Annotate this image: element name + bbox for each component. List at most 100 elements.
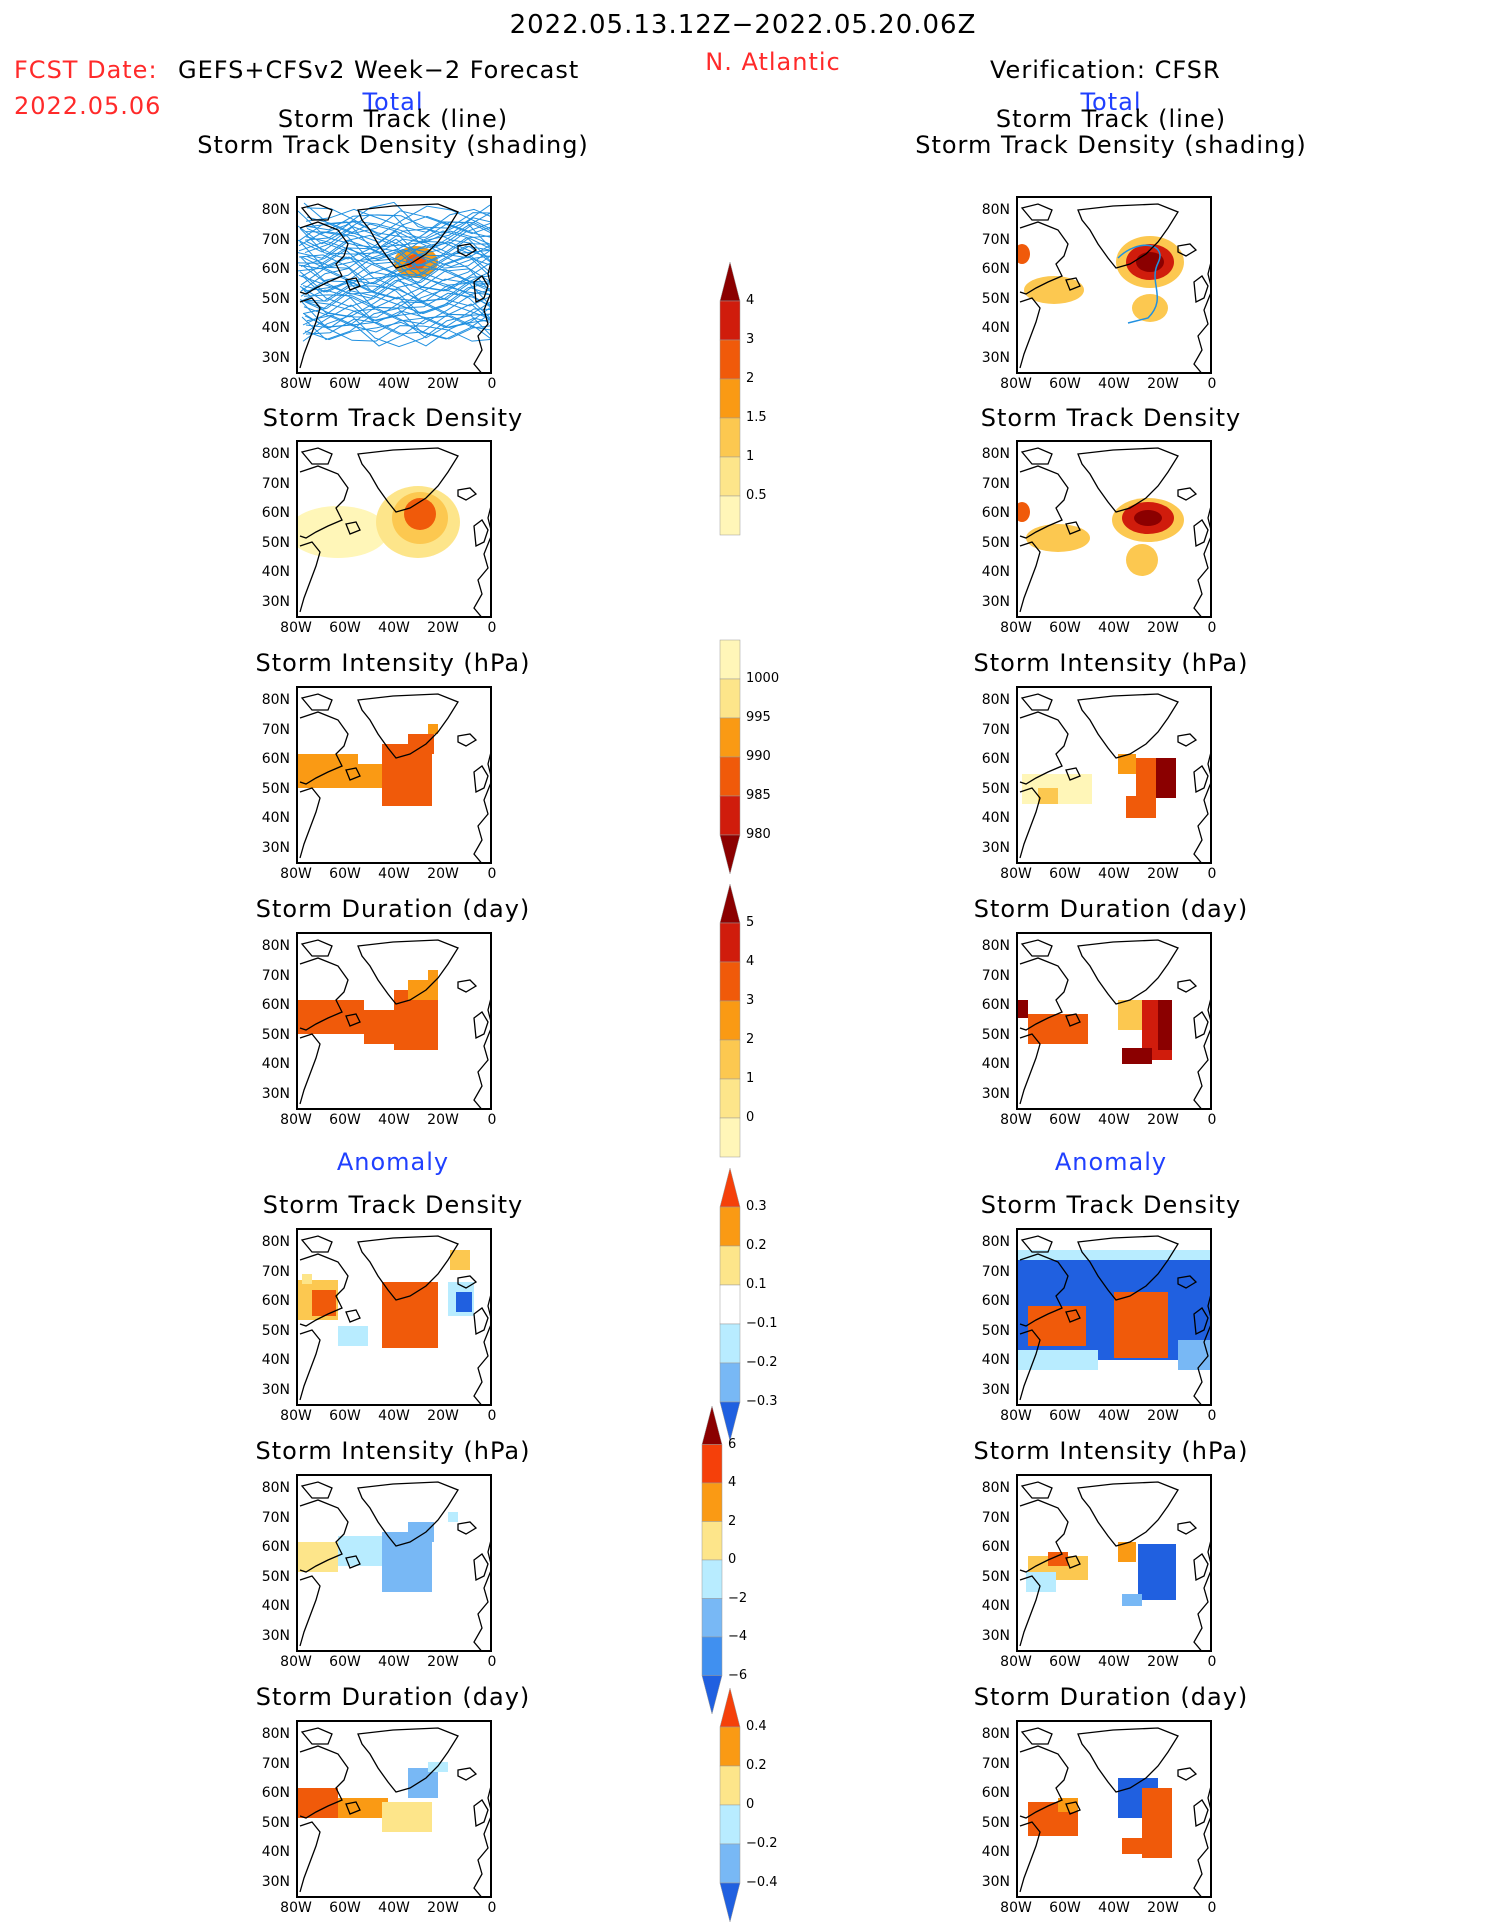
storm-track-line bbox=[305, 230, 490, 248]
lon-tick-label: 40W bbox=[1098, 1654, 1130, 1670]
storm-track-line bbox=[303, 300, 490, 322]
lat-tick-label: 70N bbox=[981, 1263, 1010, 1280]
shading-area bbox=[1134, 510, 1162, 526]
lon-tick-label: 60W bbox=[329, 1112, 361, 1128]
coastline bbox=[457, 1521, 478, 1535]
colorbar-label: 0.4 bbox=[746, 1719, 767, 1734]
map-density_a-left bbox=[296, 1228, 492, 1406]
anomaly-label-right: Anomaly bbox=[1054, 1148, 1168, 1176]
lat-tick-label: 50N bbox=[261, 534, 290, 551]
lon-tick-label: 40W bbox=[1098, 376, 1130, 392]
map-duration_a-left bbox=[296, 1720, 492, 1898]
coastline bbox=[300, 447, 333, 465]
storm-track-line bbox=[299, 281, 490, 315]
lon-tick-label: 40W bbox=[1098, 866, 1130, 882]
lat-tick-label: 40N bbox=[261, 1844, 290, 1860]
lon-tick-label: 60W bbox=[329, 1654, 361, 1670]
lat-tick-label: 60N bbox=[261, 261, 290, 277]
lat-tick-label: 70N bbox=[981, 1755, 1010, 1772]
storm-track-line bbox=[301, 296, 490, 329]
lat-tick-label: 60N bbox=[981, 261, 1010, 277]
lat-tick-label: 40N bbox=[261, 1598, 290, 1614]
lon-tick-label: 0 bbox=[487, 1654, 497, 1670]
lat-tick-label: 50N bbox=[981, 1026, 1010, 1043]
lon-tick-label: 60W bbox=[329, 376, 361, 392]
storm-track-line bbox=[298, 201, 490, 235]
lon-tick-label: 40W bbox=[1098, 620, 1130, 636]
lat-tick-label: 80N bbox=[261, 1726, 290, 1742]
colorbar-label: 1 bbox=[746, 449, 755, 464]
colorbar-swatch bbox=[719, 1117, 741, 1158]
coastline bbox=[473, 507, 490, 616]
panel-title-density: Storm Track Density bbox=[262, 1191, 524, 1219]
lon-tick-label: 0 bbox=[487, 866, 497, 882]
coastline bbox=[1077, 1481, 1179, 1547]
coastline bbox=[1177, 1767, 1198, 1781]
coastline bbox=[1077, 939, 1179, 1005]
lon-tick-label: 0 bbox=[487, 376, 497, 392]
storm-track-line bbox=[302, 287, 490, 315]
coastline bbox=[1019, 1821, 1041, 1893]
coastline bbox=[1193, 275, 1209, 304]
lon-tick-label: 40W bbox=[1098, 1900, 1130, 1916]
shading-cell bbox=[1018, 1350, 1098, 1370]
coastline bbox=[1193, 765, 1209, 794]
storm-track-line bbox=[299, 228, 490, 260]
coastline bbox=[1193, 1011, 1209, 1040]
coastline bbox=[473, 519, 489, 548]
coastline bbox=[473, 753, 490, 862]
panel-title-track_line: Storm Track (line) bbox=[277, 105, 509, 133]
coastline bbox=[299, 1329, 321, 1401]
panel-title-duration: Storm Duration (day) bbox=[973, 895, 1249, 923]
lat-tick-label: 40N bbox=[981, 1352, 1010, 1368]
coastline bbox=[473, 999, 490, 1108]
colorbar-label: 3 bbox=[746, 993, 755, 1008]
storm-track-line bbox=[300, 267, 490, 300]
lon-tick-label: 80W bbox=[280, 1654, 312, 1670]
storm-track-line bbox=[304, 321, 490, 341]
lat-tick-label: 40N bbox=[981, 1056, 1010, 1072]
lon-tick-label: 60W bbox=[329, 1408, 361, 1424]
colorbar-density-anom: 0.3 0.2 0.1 −0.1 −0.2 −0.3 bbox=[718, 1167, 778, 1447]
shading-cell bbox=[1026, 1572, 1056, 1592]
lon-tick-label: 40W bbox=[378, 866, 410, 882]
lat-tick-label: 50N bbox=[261, 1026, 290, 1043]
storm-track-line bbox=[306, 238, 490, 255]
colorbar-label: 1 bbox=[746, 1071, 755, 1086]
lon-tick-label: 0 bbox=[487, 1408, 497, 1424]
coastline bbox=[345, 1555, 361, 1569]
coastline bbox=[300, 1235, 333, 1253]
lon-tick-label: 80W bbox=[1000, 1900, 1032, 1916]
coastline bbox=[357, 1727, 459, 1793]
colorbar-swatch bbox=[719, 717, 741, 758]
storm-track-line bbox=[306, 205, 490, 236]
coastline bbox=[1193, 753, 1210, 862]
lon-tick-label: 80W bbox=[280, 376, 312, 392]
colorbar-swatch bbox=[719, 678, 741, 719]
colorbar-swatch bbox=[719, 1687, 741, 1728]
coastline bbox=[345, 1801, 361, 1815]
colorbar-label: 0.3 bbox=[746, 1199, 767, 1214]
coastline bbox=[1019, 787, 1041, 859]
colorbar-swatch bbox=[701, 1405, 723, 1445]
map-density-left bbox=[296, 440, 492, 618]
colorbar-label: −6 bbox=[728, 1667, 748, 1683]
storm-track-line bbox=[301, 307, 490, 341]
lat-tick-label: 80N bbox=[981, 692, 1010, 708]
coastline bbox=[457, 243, 478, 257]
coastline bbox=[1193, 1553, 1209, 1582]
shading-cell bbox=[1038, 788, 1058, 804]
lon-tick-label: 0 bbox=[487, 620, 497, 636]
colorbar-label: 4 bbox=[728, 1475, 737, 1490]
shading-cell bbox=[382, 1802, 432, 1832]
colorbar-swatch bbox=[701, 1559, 723, 1599]
lat-tick-label: 70N bbox=[261, 231, 290, 248]
lon-tick-label: 20W bbox=[427, 1112, 459, 1128]
region-label: N. Atlantic bbox=[705, 48, 841, 76]
map-density_a-right bbox=[1016, 1228, 1212, 1406]
colorbar-swatch bbox=[719, 1323, 741, 1364]
lat-tick-label: 80N bbox=[981, 1480, 1010, 1496]
lon-tick-label: 60W bbox=[1049, 1654, 1081, 1670]
map-track-right bbox=[1016, 196, 1212, 374]
lat-tick-label: 30N bbox=[261, 1627, 290, 1644]
